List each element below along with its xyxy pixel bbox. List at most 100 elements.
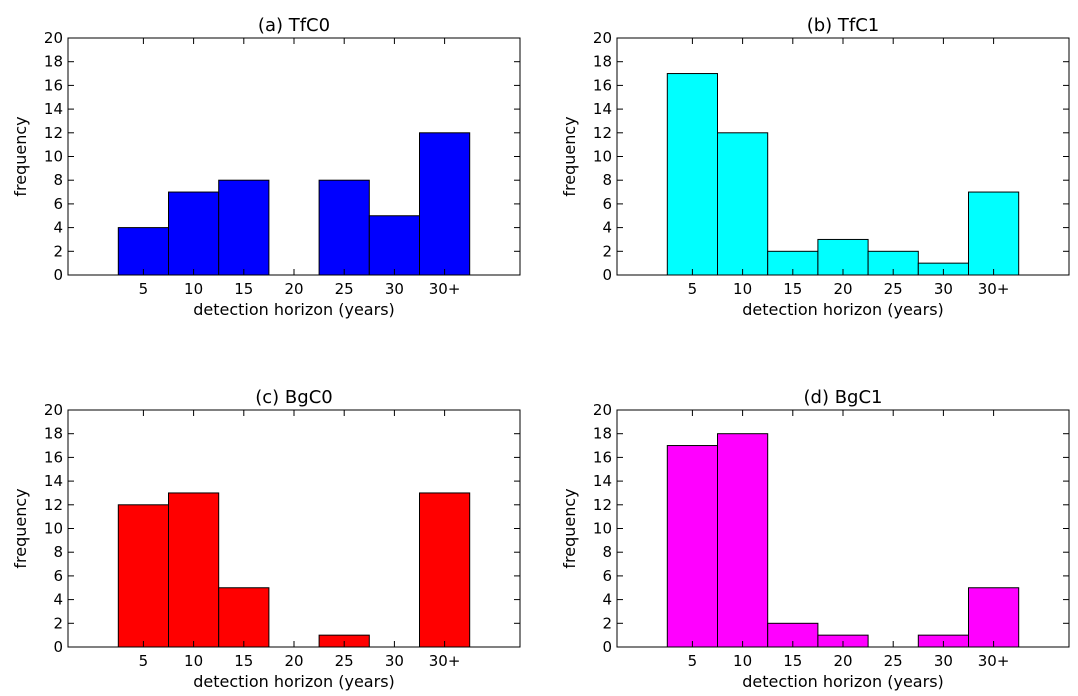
x-tick-label: 5 (688, 280, 698, 298)
y-axis-label: frequency (11, 116, 30, 196)
x-tick-label: 30 (385, 652, 404, 670)
x-tick-label: 30 (385, 280, 404, 298)
y-tick-label: 6 (53, 195, 63, 213)
bar-5 (666, 73, 718, 276)
bar-5 (117, 504, 170, 648)
y-tick-label: 20 (593, 401, 612, 419)
bar-10 (717, 132, 769, 276)
y-tick-label: 14 (593, 472, 612, 490)
x-tick-label: 15 (234, 280, 253, 298)
y-tick-label: 10 (44, 520, 63, 538)
chart-title: (a) TfC0 (258, 15, 330, 36)
y-axis-label: frequency (560, 116, 579, 196)
x-tick-label: 15 (234, 652, 253, 670)
bar-5 (117, 227, 170, 276)
x-tick-label: 30 (934, 652, 953, 670)
y-tick-label: 8 (602, 171, 612, 189)
y-tick-label: 12 (44, 496, 63, 514)
y-tick-label: 8 (53, 543, 63, 561)
y-tick-label: 0 (602, 266, 612, 284)
y-tick-label: 14 (44, 472, 63, 490)
x-tick-label: 20 (284, 280, 303, 298)
x-tick-label: 20 (833, 280, 852, 298)
y-tick-label: 14 (44, 100, 63, 118)
y-tick-label: 14 (593, 100, 612, 118)
y-tick-label: 8 (53, 171, 63, 189)
x-tick-label: 10 (733, 280, 752, 298)
bar-15 (218, 587, 270, 648)
y-tick-label: 16 (593, 448, 612, 466)
y-tick-label: 4 (602, 591, 612, 609)
y-tick-label: 18 (593, 53, 612, 71)
y-tick-label: 20 (44, 29, 63, 47)
y-tick-label: 0 (53, 266, 63, 284)
y-tick-label: 12 (593, 124, 612, 142)
x-tick-label: 30+ (978, 652, 1010, 670)
y-tick-label: 6 (602, 567, 612, 585)
chart-panel-2: 0 2 4 6 8 10 12 14 16 18 20 5 10 15 20 25 30 30+ detection… (11, 387, 521, 691)
x-tick-label: 15 (783, 280, 802, 298)
y-axis-label: frequency (560, 488, 579, 568)
y-tick-label: 2 (53, 614, 63, 632)
y-tick-label: 10 (593, 520, 612, 538)
chart-panel-0: 0 2 4 6 8 10 12 14 16 18 20 5 10 15 20 25 30 30+ detection… (11, 15, 521, 319)
y-tick-label: 12 (593, 496, 612, 514)
bar-10 (717, 433, 769, 648)
bar-10 (168, 191, 220, 276)
x-tick-label: 30 (934, 280, 953, 298)
y-tick-label: 16 (44, 76, 63, 94)
y-axis-label: frequency (11, 488, 30, 568)
y-tick-label: 4 (602, 219, 612, 237)
bar-30+ (968, 191, 1020, 276)
y-tick-label: 8 (602, 543, 612, 561)
y-tick-label: 2 (53, 242, 63, 260)
x-axis-label: detection horizon (years) (742, 300, 944, 319)
x-tick-label: 5 (139, 280, 149, 298)
y-tick-label: 4 (53, 219, 63, 237)
y-tick-label: 20 (44, 401, 63, 419)
x-tick-label: 15 (783, 652, 802, 670)
y-tick-label: 18 (44, 425, 63, 443)
x-tick-label: 5 (688, 652, 698, 670)
bar-5 (666, 445, 718, 648)
x-tick-label: 30+ (429, 280, 461, 298)
bar-30 (368, 215, 420, 276)
bar-30+ (419, 492, 471, 648)
bar-10 (168, 492, 220, 648)
y-tick-label: 0 (53, 638, 63, 656)
y-tick-label: 2 (602, 242, 612, 260)
x-tick-label: 25 (884, 280, 903, 298)
chart-panel-1: 0 2 4 6 8 10 12 14 16 18 20 5 10 15 20 25 30 30+ detection… (560, 15, 1070, 319)
x-tick-label: 20 (284, 652, 303, 670)
y-tick-label: 16 (593, 76, 612, 94)
x-tick-label: 10 (184, 652, 203, 670)
chart-panel-3: 0 2 4 6 8 10 12 14 16 18 20 5 10 15 20 25 30 30+ detection… (560, 387, 1070, 691)
x-axis-label: detection horizon (years) (193, 672, 395, 691)
bar-25 (318, 179, 370, 276)
x-axis-label: detection horizon (years) (742, 672, 944, 691)
y-tick-label: 6 (602, 195, 612, 213)
x-tick-label: 25 (884, 652, 903, 670)
x-tick-label: 25 (335, 652, 354, 670)
chart-title: (c) BgC0 (255, 387, 332, 408)
y-tick-label: 18 (44, 53, 63, 71)
x-tick-label: 30+ (978, 280, 1010, 298)
x-axis-label: detection horizon (years) (193, 300, 395, 319)
x-tick-label: 30+ (429, 652, 461, 670)
x-tick-label: 10 (733, 652, 752, 670)
y-tick-label: 6 (53, 567, 63, 585)
y-tick-label: 10 (593, 148, 612, 166)
bar-30+ (419, 132, 471, 276)
chart-title: (b) TfC1 (807, 15, 880, 36)
x-tick-label: 20 (833, 652, 852, 670)
bar-30+ (968, 587, 1020, 648)
y-tick-label: 12 (44, 124, 63, 142)
x-tick-label: 10 (184, 280, 203, 298)
chart-title: (d) BgC1 (804, 387, 883, 408)
y-tick-label: 0 (602, 638, 612, 656)
y-tick-label: 2 (602, 614, 612, 632)
y-tick-label: 4 (53, 591, 63, 609)
x-tick-label: 5 (139, 652, 149, 670)
y-tick-label: 20 (593, 29, 612, 47)
